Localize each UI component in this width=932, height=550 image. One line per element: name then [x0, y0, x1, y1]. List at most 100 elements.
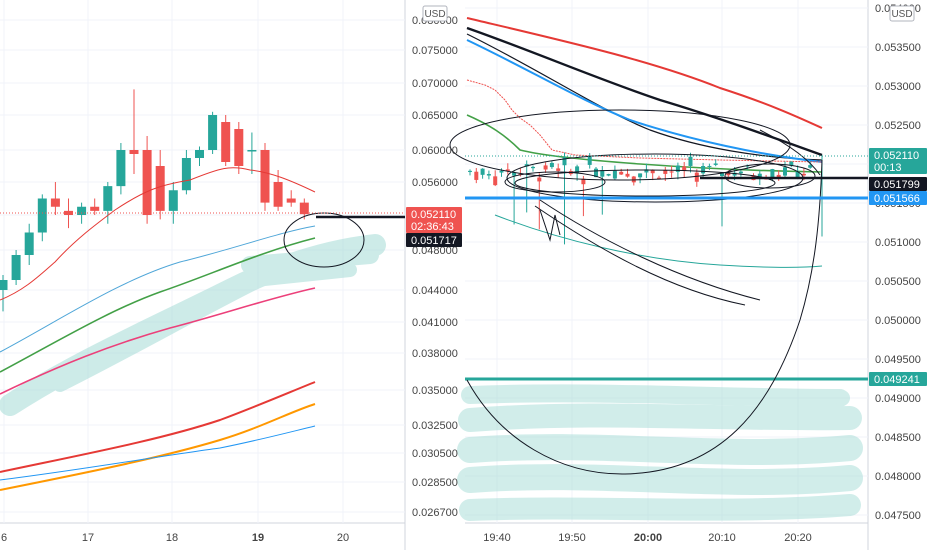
left-y-tick: 0.065000	[412, 110, 458, 122]
right-candle-body	[732, 172, 737, 176]
left-candle-body	[234, 129, 244, 166]
right-candle-body	[808, 165, 813, 168]
left-candle-body	[195, 150, 204, 158]
right-candle-body	[650, 169, 655, 174]
left-candle-body	[129, 150, 139, 154]
left-y-tick: 0.060000	[412, 145, 458, 157]
left-highlight-strokes	[0, 234, 386, 416]
right-candle-body	[524, 164, 529, 167]
right-candle-body	[499, 170, 504, 173]
right-candle-body	[682, 166, 687, 172]
left-y-tick: 0.041000	[412, 317, 458, 329]
left-candle-body	[260, 150, 270, 203]
left-x-tick: 18	[166, 532, 178, 544]
left-candle-body	[273, 182, 283, 207]
right-price-badge-label: 0.052110	[874, 150, 919, 162]
right-candle-body	[688, 156, 693, 166]
right-candle-body	[619, 171, 624, 175]
left-candle-body	[50, 198, 60, 207]
left-x-tick: 20	[337, 532, 349, 544]
right-y-tick: 0.047500	[875, 510, 921, 522]
ma-blue-long	[0, 425, 316, 481]
right-candle-body	[707, 165, 712, 167]
right-highlight-strokes	[457, 384, 863, 521]
left-candle-body	[221, 122, 231, 162]
right-y-tick: 0.049000	[875, 393, 921, 405]
right-price-axis: 0.0540000.0535000.0530000.0525000.052000…	[875, 3, 921, 522]
right-candle-body	[562, 157, 567, 166]
left-y-tick: 0.070000	[412, 78, 458, 90]
right-price-badge-label: 0.049241	[874, 374, 920, 386]
right-candle-body	[657, 177, 661, 180]
ma-red-step	[466, 79, 823, 163]
right-candle-body	[531, 166, 535, 169]
ma-green	[0, 237, 316, 373]
right-price-badge	[869, 372, 927, 386]
ma-red-long	[0, 381, 316, 473]
left-price-badge-label: 0.051717	[411, 235, 457, 247]
right-candle-body	[720, 173, 724, 177]
right-candle-body	[606, 174, 611, 176]
right-candle-body	[701, 166, 706, 174]
left-y-tick: 0.028500	[412, 477, 458, 489]
left-candle-body	[142, 150, 152, 215]
right-moving-averages	[466, 17, 823, 268]
right-x-tick: 19:40	[483, 532, 511, 544]
right-candle-body	[663, 170, 668, 174]
left-candle-body	[0, 280, 8, 290]
left-price-badge-label: 0.052110	[411, 209, 456, 221]
right-candle-body	[587, 156, 592, 165]
left-price-axis: 0.0800000.0750000.0700000.0650000.060000…	[412, 15, 458, 519]
right-candle-body	[543, 165, 548, 170]
right-x-tick: 20:20	[784, 532, 812, 544]
right-candle-body	[625, 173, 630, 177]
right-candle-body	[537, 177, 542, 182]
price-badges: 0.05211002:36:430.0517170.05211000:130.0…	[406, 148, 927, 386]
right-y-tick: 0.052500	[875, 120, 921, 132]
left-currency-button[interactable]: USD	[422, 5, 448, 22]
right-currency-button[interactable]: USD	[889, 5, 915, 22]
right-candle-body	[669, 171, 674, 173]
left-y-tick: 0.035000	[412, 385, 458, 397]
right-price-badge	[869, 177, 927, 191]
right-candle-body	[600, 170, 605, 177]
right-candle-body	[581, 178, 586, 185]
right-candle-body	[789, 161, 794, 166]
right-y-tick: 0.048000	[875, 471, 921, 483]
right-y-tick: 0.053000	[875, 81, 921, 93]
left-y-tick: 0.075000	[412, 45, 458, 57]
right-y-tick: 0.050500	[875, 276, 921, 288]
left-candle-body	[37, 198, 47, 233]
right-candle-body	[594, 168, 598, 178]
right-y-tick: 0.050000	[875, 315, 921, 327]
left-candles	[0, 89, 309, 312]
right-x-tick: 19:50	[558, 532, 586, 544]
left-currency-label: USD	[424, 9, 445, 20]
right-y-tick: 0.048500	[875, 432, 921, 444]
left-y-tick: 0.030500	[412, 448, 458, 460]
left-candle-body	[181, 158, 191, 191]
right-candle-body	[512, 172, 517, 176]
right-price-badge-label: 0.051566	[874, 193, 920, 205]
left-red-ma	[0, 167, 316, 301]
right-price-badge-sub: 00:13	[874, 162, 902, 174]
left-price-badge	[406, 233, 462, 247]
left-candle-body	[155, 166, 165, 211]
left-y-tick: 0.048000	[412, 245, 458, 257]
right-time-axis: 19:40 19:50 20:00 20:10 20:20	[483, 532, 812, 544]
right-price-badge	[869, 148, 927, 174]
right-x-tick: 20:10	[708, 532, 736, 544]
right-candle-body	[638, 173, 643, 178]
ma-blue-1	[466, 39, 823, 163]
right-candle-body	[468, 170, 472, 172]
right-candle-body	[801, 173, 806, 176]
left-candle-body	[208, 115, 218, 150]
left-candle-body	[247, 150, 257, 152]
ma-orange-long	[0, 403, 316, 491]
right-candle-body	[694, 172, 699, 182]
left-x-tick: 19	[252, 532, 264, 544]
right-candle-body	[505, 169, 510, 171]
left-x-tick: 17	[82, 532, 94, 544]
left-candle-body	[90, 206, 100, 211]
